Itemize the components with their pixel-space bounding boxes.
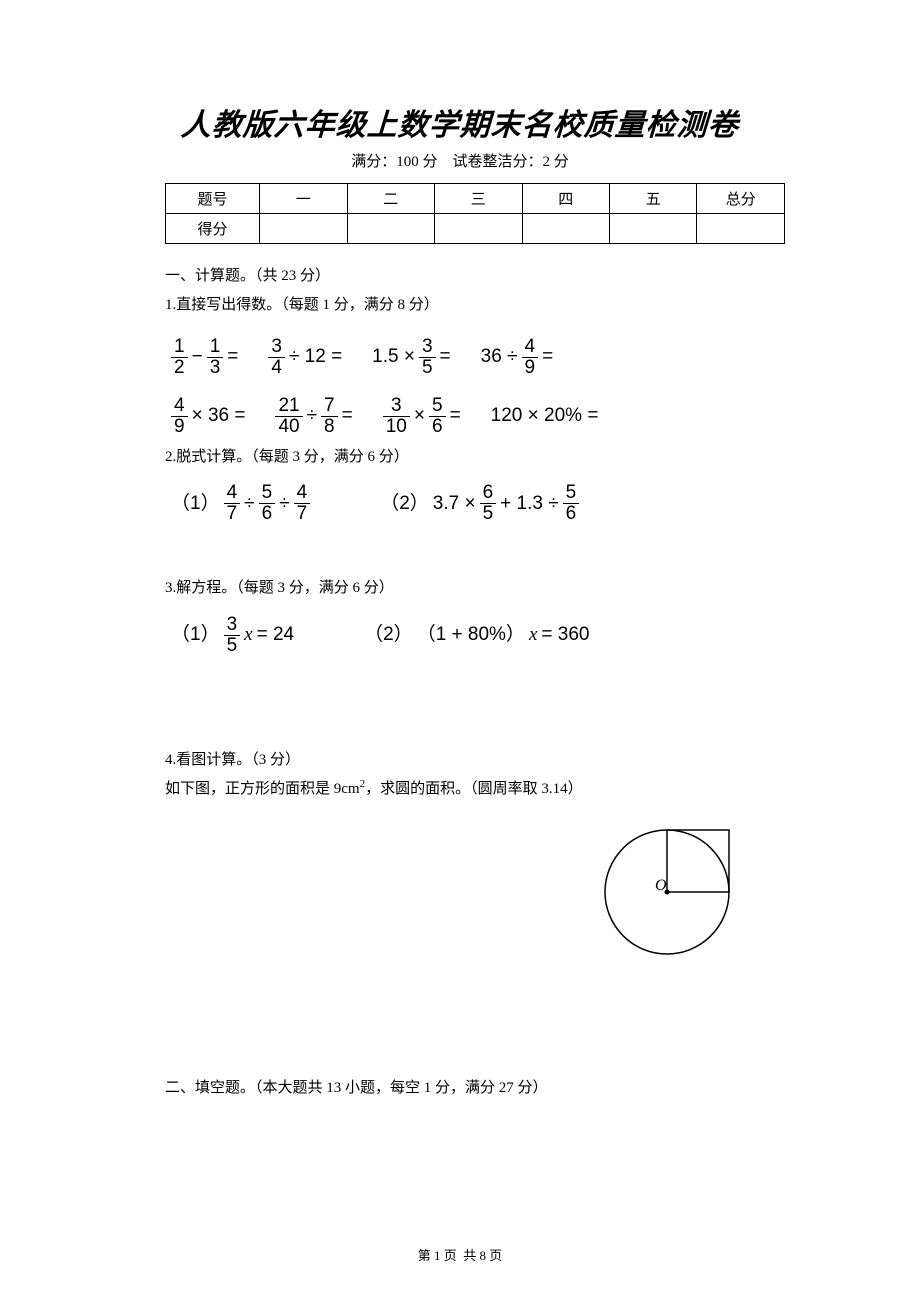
score-label: 得分: [166, 214, 260, 244]
score-cell: [347, 214, 434, 244]
expr-q3b: （2） （1 + 80%） x = 360: [364, 617, 589, 653]
score-table: 题号 一 二 三 四 五 总分 得分: [165, 183, 785, 244]
figure-svg: O: [595, 814, 755, 964]
q3-row: （1） 35 x = 24 （2） （1 + 80%） x = 360: [171, 615, 755, 656]
expr-2c: 310 × 56 =: [383, 396, 461, 437]
expr-1b: 34 ÷ 12 =: [268, 337, 342, 378]
q1-heading: 1.直接写出得数。（每题 1 分，满分 8 分）: [165, 291, 755, 320]
section-1: 一、计算题。（共 23 分） 1.直接写出得数。（每题 1 分，满分 8 分） …: [165, 262, 755, 1102]
col-5: 五: [609, 184, 696, 214]
table-row: 得分: [166, 214, 785, 244]
q4-text: 如下图，正方形的面积是 9cm2，求圆的面积。（圆周率取 3.14）: [165, 774, 755, 804]
section-2-heading: 二、填空题。（本大题共 13 小题，每空 1 分，满分 27 分）: [165, 1074, 755, 1103]
col-total: 总分: [697, 184, 785, 214]
score-cell: [697, 214, 785, 244]
page-subtitle: 满分：100 分 试卷整洁分：2 分: [165, 150, 755, 171]
q2-heading: 2.脱式计算。（每题 3 分，满分 6 分）: [165, 443, 755, 472]
o-label: O: [655, 877, 667, 894]
math-row-2: 49 × 36 = 2140 ÷ 78 = 310 × 56 = 120 × 2…: [171, 396, 755, 437]
expr-1c: 1.5 × 35 =: [372, 337, 450, 378]
page-title: 人教版六年级上数学期末名校质量检测卷: [164, 100, 756, 144]
q4-heading: 4.看图计算。（3 分）: [165, 746, 755, 775]
header-label: 题号: [166, 184, 260, 214]
expr-2d: 120 × 20% =: [491, 398, 599, 434]
expr-q2b: （2） 3.7 × 65 + 1.3 ÷ 56: [380, 483, 579, 524]
score-cell: [260, 214, 347, 244]
col-3: 三: [435, 184, 522, 214]
exam-page: 人教版六年级上数学期末名校质量检测卷 满分：100 分 试卷整洁分：2 分 题号…: [0, 0, 920, 1302]
expr-q3a: （1） 35 x = 24: [171, 615, 294, 656]
col-2: 二: [347, 184, 434, 214]
q2-row: （1） 47 ÷ 56 ÷ 47 （2） 3.7 × 65 + 1.3 ÷ 56: [171, 483, 755, 524]
score-cell: [522, 214, 609, 244]
math-row-1: 12 − 13 = 34 ÷ 12 = 1.5 × 35 = 36 ÷ 49 =: [171, 337, 755, 378]
circle-square-figure: O: [595, 814, 755, 964]
expr-2b: 2140 ÷ 78 =: [275, 396, 352, 437]
col-1: 一: [260, 184, 347, 214]
score-cell: [609, 214, 696, 244]
score-cell: [435, 214, 522, 244]
expr-1d: 36 ÷ 49 =: [481, 337, 554, 378]
expr-1a: 12 − 13 =: [171, 337, 238, 378]
q3-heading: 3.解方程。（每题 3 分，满分 6 分）: [165, 574, 755, 603]
expr-2a: 49 × 36 =: [171, 396, 245, 437]
section-heading: 一、计算题。（共 23 分）: [165, 262, 755, 291]
page-footer: 第 1 页 共 8 页: [0, 1245, 920, 1264]
expr-q2a: （1） 47 ÷ 56 ÷ 47: [171, 483, 310, 524]
table-row: 题号 一 二 三 四 五 总分: [166, 184, 785, 214]
col-4: 四: [522, 184, 609, 214]
